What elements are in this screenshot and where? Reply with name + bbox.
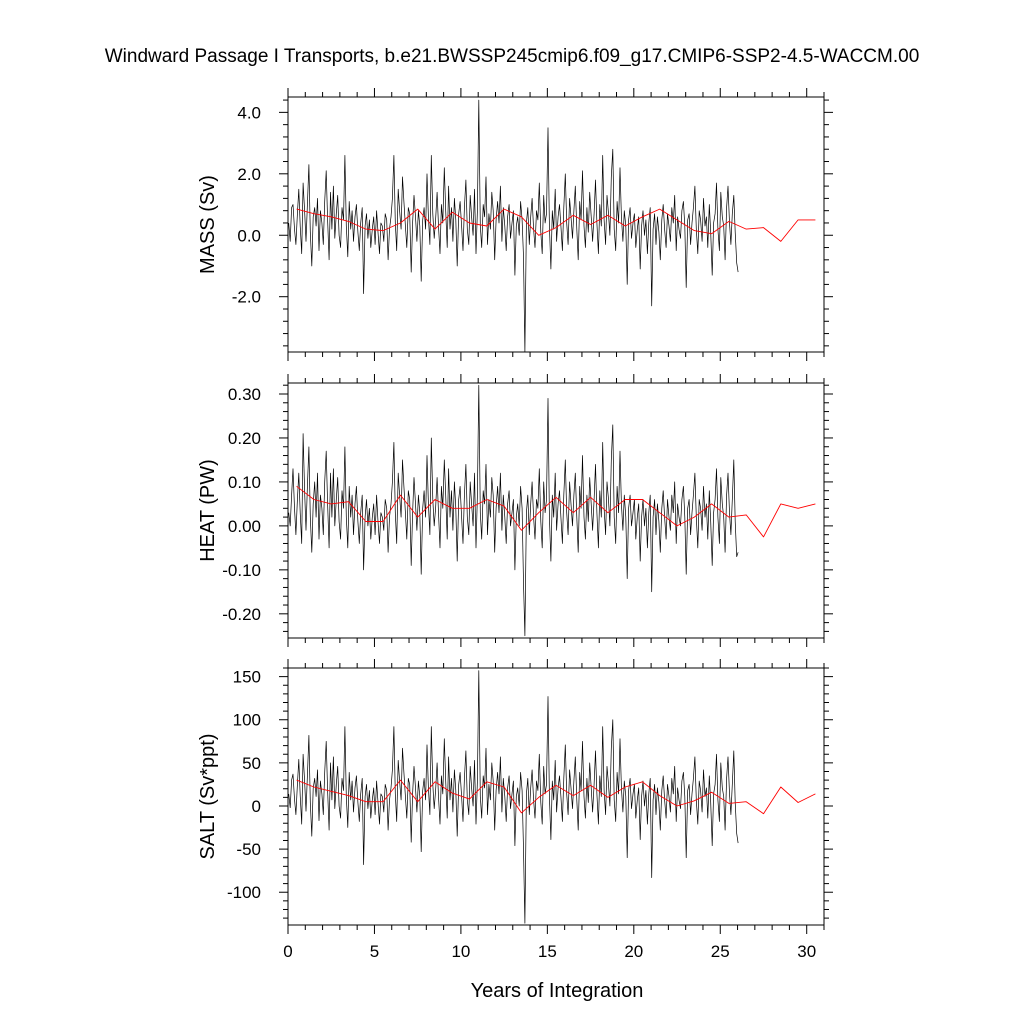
monthly-series-line	[288, 384, 739, 637]
x-tick-label: 25	[711, 942, 730, 961]
plot-frame	[287, 382, 825, 639]
y-axis-label: SALT (Sv*ppt)	[197, 734, 219, 860]
annual-mean-line	[296, 779, 816, 815]
y-axis-label: MASS (Sv)	[197, 175, 219, 274]
chart-title: Windward Passage I Transports, b.e21.BWS…	[104, 46, 920, 67]
y-tick-label: -2.0	[232, 288, 261, 307]
x-tick-label: 30	[797, 942, 816, 961]
y-tick-label: -50	[236, 840, 261, 859]
x-tick-label: 5	[370, 942, 379, 961]
y-tick-label: -100	[227, 883, 261, 902]
x-tick-label: 20	[624, 942, 643, 961]
y-tick-label: 100	[233, 711, 261, 730]
x-axis-label: Years of Integration	[471, 980, 644, 1002]
y-tick-label: 2.0	[237, 165, 261, 184]
x-tick-label: 10	[451, 942, 470, 961]
y-tick-label: 50	[242, 754, 261, 773]
annual-mean-line	[296, 208, 816, 242]
y-tick-label: 0.20	[228, 429, 261, 448]
y-axis-label: HEAT (PW)	[197, 459, 219, 562]
monthly-series-line	[288, 670, 739, 924]
y-tick-label: -0.10	[222, 561, 261, 580]
y-tick-label: 0.0	[237, 226, 261, 245]
y-tick-label: -0.20	[222, 605, 261, 624]
y-tick-label: 0.30	[228, 385, 261, 404]
mass-panel: -2.0 0.0 2.0 4.0 MASS (Sv)	[197, 88, 833, 361]
y-tick-label: 0	[252, 797, 261, 816]
monthly-series-line	[288, 99, 739, 353]
salt-panel: 0 5 10 15 20 25 30 -100 -50 0 50 100 150 SALT (Sv*ppt…	[197, 659, 833, 961]
y-tick-label: 0.10	[228, 473, 261, 492]
y-tick-label: 4.0	[237, 103, 261, 122]
x-tick-label: 15	[538, 942, 557, 961]
y-tick-label: 150	[233, 668, 261, 687]
annual-mean-line	[296, 485, 816, 538]
plot-frame	[287, 96, 825, 353]
y-tick-label: 0.00	[228, 517, 261, 536]
heat-panel: -0.20 -0.10 0.00 0.10 0.20 0.30 HEAT (PW)	[197, 374, 833, 647]
x-tick-label: 0	[283, 942, 292, 961]
plot-frame	[287, 667, 825, 926]
